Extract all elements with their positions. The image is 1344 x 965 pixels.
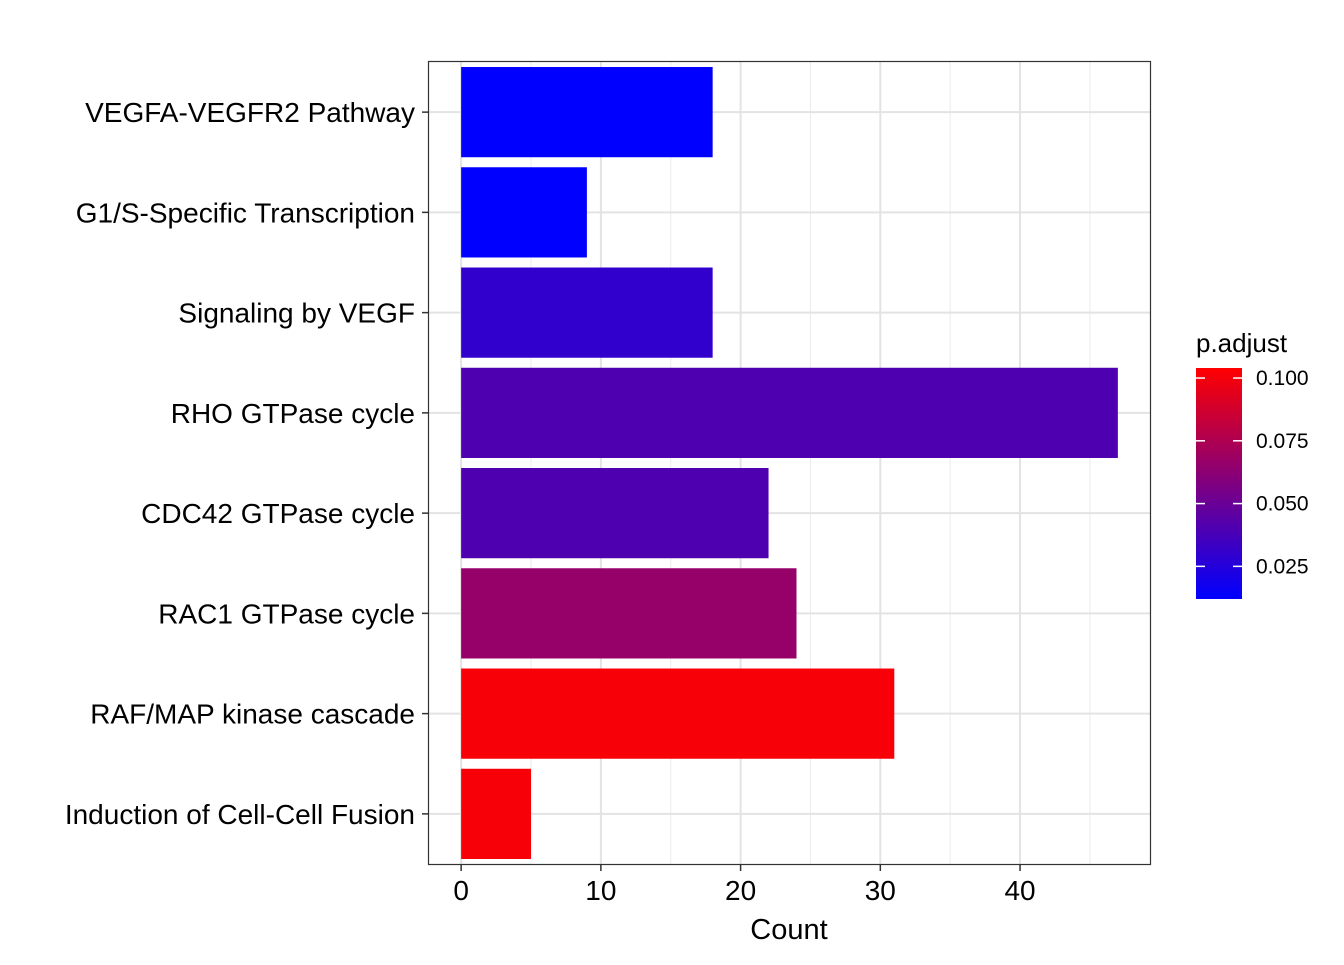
- x-tick-label: 10: [585, 875, 616, 906]
- y-tick-label: RAC1 GTPase cycle: [158, 598, 415, 629]
- y-tick-label: RHO GTPase cycle: [171, 398, 415, 429]
- bar: [461, 367, 1118, 458]
- x-tick-label: 0: [453, 875, 469, 906]
- legend-tick-label: 0.100: [1256, 367, 1309, 390]
- legend-tick-label: 0.050: [1256, 493, 1309, 516]
- legend-tick-label: 0.075: [1256, 430, 1309, 453]
- color-legend: p.adjust 0.100 0.075 0.050 0.025: [1196, 328, 1309, 599]
- x-tick-label: 30: [865, 875, 896, 906]
- y-tick-label: VEGFA-VEGFR2 Pathway: [85, 97, 415, 128]
- plot-panel-border: [427, 60, 1152, 866]
- bar: [461, 568, 797, 659]
- y-tick-label: G1/S-Specific Transcription: [76, 197, 415, 228]
- y-tick-label: Induction of Cell-Cell Fusion: [65, 799, 415, 830]
- x-tick-label: 20: [725, 875, 756, 906]
- legend-title: p.adjust: [1196, 328, 1288, 358]
- legend-tick-label: 0.025: [1256, 555, 1309, 578]
- bar: [461, 468, 769, 559]
- y-tick-label: CDC42 GTPase cycle: [141, 498, 415, 529]
- y-axis-labels: VEGFA-VEGFR2 Pathway G1/S-Specific Transc…: [65, 97, 429, 830]
- x-axis-title: Count: [750, 914, 827, 946]
- x-tick-label: 40: [1004, 875, 1035, 906]
- bar: [461, 67, 713, 158]
- bars: [461, 67, 1118, 859]
- bar: [461, 167, 587, 258]
- legend-colorbar: [1196, 368, 1242, 599]
- bar: [461, 267, 713, 358]
- y-tick-label: Signaling by VEGF: [178, 298, 415, 329]
- bar: [461, 668, 895, 759]
- bar: [461, 768, 532, 859]
- y-tick-label: RAF/MAP kinase cascade: [90, 699, 415, 730]
- x-axis: 0 10 20 30 40: [453, 864, 1036, 906]
